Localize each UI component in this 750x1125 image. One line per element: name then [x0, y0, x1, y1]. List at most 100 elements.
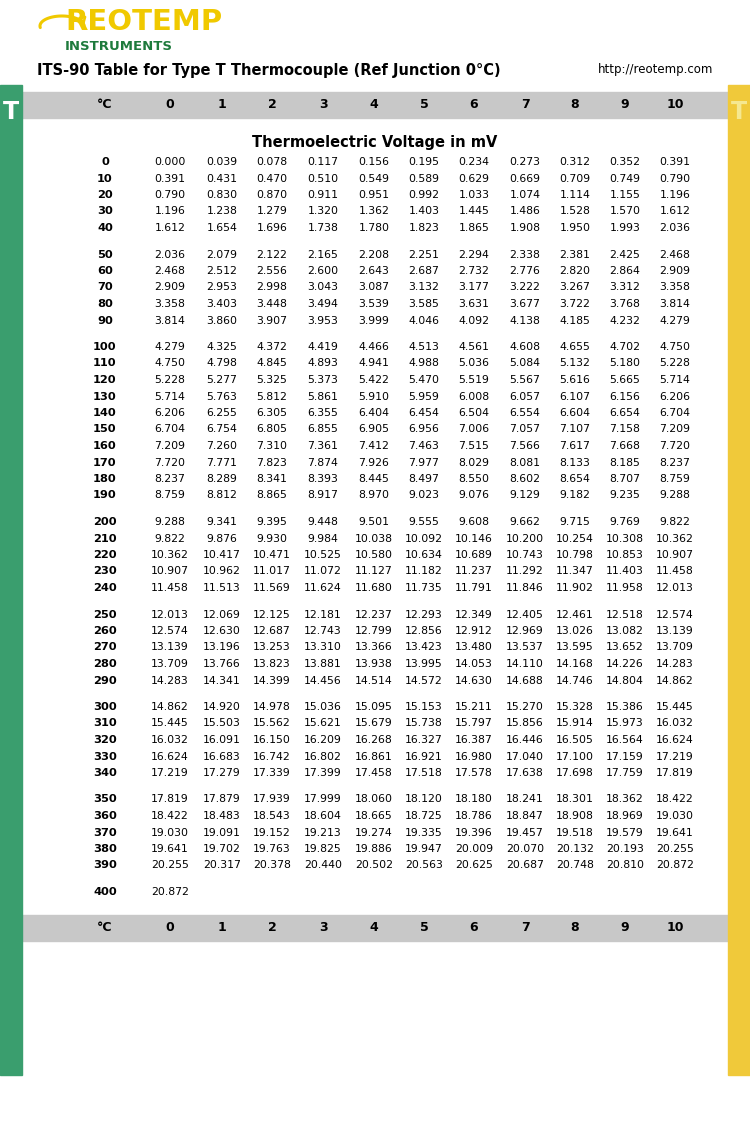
- Text: 7: 7: [520, 921, 530, 934]
- Text: 15.153: 15.153: [405, 702, 442, 712]
- Text: 8.707: 8.707: [610, 474, 640, 484]
- Text: 6.057: 6.057: [509, 392, 541, 402]
- Text: 3.132: 3.132: [409, 282, 440, 292]
- Text: 8.081: 8.081: [509, 458, 541, 468]
- Text: 19.091: 19.091: [203, 828, 241, 837]
- Text: 5.228: 5.228: [154, 375, 185, 385]
- Text: 13.995: 13.995: [405, 659, 442, 669]
- Text: 5.325: 5.325: [256, 375, 287, 385]
- Text: 11.791: 11.791: [455, 583, 493, 593]
- Text: 16.980: 16.980: [455, 752, 493, 762]
- Text: 0.352: 0.352: [610, 158, 640, 166]
- Text: 14.920: 14.920: [203, 702, 241, 712]
- Text: 2.294: 2.294: [458, 250, 490, 260]
- Text: 8.812: 8.812: [206, 490, 238, 501]
- Text: 19.274: 19.274: [356, 828, 393, 837]
- Text: 12.293: 12.293: [405, 610, 442, 620]
- Text: 10.743: 10.743: [506, 550, 544, 560]
- Text: 6.704: 6.704: [659, 408, 691, 418]
- Text: 9.822: 9.822: [659, 518, 691, 526]
- Text: 8.759: 8.759: [659, 474, 691, 484]
- Text: 9.023: 9.023: [409, 490, 440, 501]
- Text: 8.654: 8.654: [560, 474, 590, 484]
- Text: 7.361: 7.361: [308, 441, 338, 451]
- Text: 12.181: 12.181: [304, 610, 342, 620]
- Text: 200: 200: [93, 518, 117, 526]
- Text: 9.822: 9.822: [154, 533, 185, 543]
- Text: 15.856: 15.856: [506, 719, 544, 729]
- Text: 10.689: 10.689: [455, 550, 493, 560]
- Text: 9.182: 9.182: [560, 490, 590, 501]
- Text: 18.543: 18.543: [253, 811, 291, 821]
- Bar: [728, 86, 750, 1076]
- Text: 4: 4: [370, 921, 378, 934]
- Text: ITS-90 Table for Type T Thermocouple (Ref Junction 0°C): ITS-90 Table for Type T Thermocouple (Re…: [37, 63, 501, 78]
- Text: 1.865: 1.865: [458, 223, 490, 233]
- Text: 6.554: 6.554: [509, 408, 541, 418]
- Text: 11.017: 11.017: [253, 567, 291, 576]
- Text: 17.939: 17.939: [253, 794, 291, 804]
- Text: 12.125: 12.125: [253, 610, 291, 620]
- Text: 10: 10: [666, 99, 684, 111]
- Text: 4.750: 4.750: [659, 342, 691, 352]
- Text: 16.742: 16.742: [253, 752, 291, 762]
- Text: 11.680: 11.680: [355, 583, 393, 593]
- Text: 2.643: 2.643: [358, 266, 389, 276]
- Text: 50: 50: [98, 250, 112, 260]
- Text: 17.458: 17.458: [356, 768, 393, 778]
- Text: 0.470: 0.470: [256, 173, 287, 183]
- Text: 16.032: 16.032: [151, 735, 189, 745]
- Text: 1.993: 1.993: [610, 223, 640, 233]
- Text: 16.327: 16.327: [405, 735, 442, 745]
- Text: 11.347: 11.347: [556, 567, 594, 576]
- Text: 1.114: 1.114: [560, 190, 590, 200]
- Text: 5.132: 5.132: [560, 359, 590, 369]
- Text: 19.518: 19.518: [556, 828, 594, 837]
- Text: 15.036: 15.036: [304, 702, 342, 712]
- Text: 16.150: 16.150: [253, 735, 291, 745]
- Text: 0.000: 0.000: [154, 158, 186, 166]
- Text: 10.254: 10.254: [556, 533, 594, 543]
- Text: 250: 250: [93, 610, 117, 620]
- Text: 7.926: 7.926: [358, 458, 389, 468]
- Text: 11.569: 11.569: [253, 583, 291, 593]
- Text: 3: 3: [319, 99, 327, 111]
- Text: 1.738: 1.738: [308, 223, 338, 233]
- Text: 290: 290: [93, 675, 117, 685]
- Text: 8.341: 8.341: [256, 474, 287, 484]
- Text: 0: 0: [166, 99, 174, 111]
- Text: 3.768: 3.768: [610, 299, 640, 309]
- Text: 4.750: 4.750: [154, 359, 185, 369]
- Text: 14.630: 14.630: [455, 675, 493, 685]
- Bar: [0, 86, 22, 1076]
- Text: 180: 180: [93, 474, 117, 484]
- Text: 3.358: 3.358: [659, 282, 691, 292]
- Text: 2.953: 2.953: [206, 282, 238, 292]
- Text: 0.790: 0.790: [659, 173, 691, 183]
- Text: 11.735: 11.735: [405, 583, 442, 593]
- Text: 9.876: 9.876: [206, 533, 238, 543]
- Text: 5.519: 5.519: [458, 375, 490, 385]
- Text: 14.978: 14.978: [253, 702, 291, 712]
- Text: 20.810: 20.810: [606, 861, 644, 871]
- Text: 5.763: 5.763: [206, 392, 238, 402]
- Text: 0: 0: [101, 158, 109, 166]
- Text: 2: 2: [268, 921, 276, 934]
- Text: 7.260: 7.260: [206, 441, 238, 451]
- Text: 3.448: 3.448: [256, 299, 287, 309]
- Text: 5: 5: [420, 99, 428, 111]
- Text: 11.072: 11.072: [304, 567, 342, 576]
- Text: 3.222: 3.222: [509, 282, 541, 292]
- Text: 10.092: 10.092: [405, 533, 443, 543]
- Text: 140: 140: [93, 408, 117, 418]
- Text: 14.862: 14.862: [151, 702, 189, 712]
- Text: 4.372: 4.372: [256, 342, 287, 352]
- Text: 16.564: 16.564: [606, 735, 644, 745]
- Text: 19.825: 19.825: [304, 844, 342, 854]
- Text: 0.790: 0.790: [154, 190, 185, 200]
- Text: 8.237: 8.237: [154, 474, 185, 484]
- Text: 6.206: 6.206: [154, 408, 185, 418]
- Text: 3.177: 3.177: [458, 282, 490, 292]
- Text: 310: 310: [93, 719, 117, 729]
- Text: 14.456: 14.456: [304, 675, 342, 685]
